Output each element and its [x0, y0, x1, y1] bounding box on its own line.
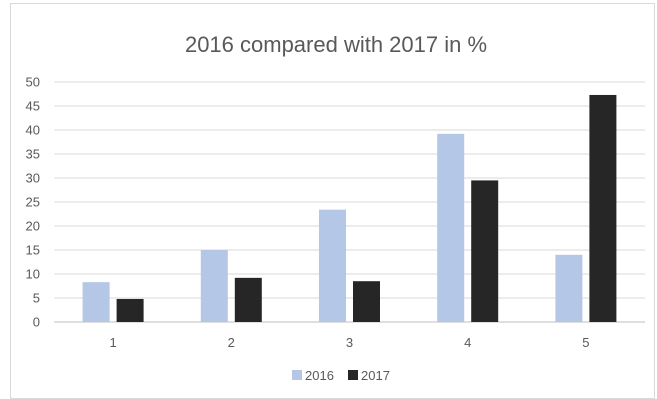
bar-2017-cat-4 [471, 180, 499, 322]
bar-2016-cat-3 [319, 209, 346, 322]
y-tick-label: 10 [26, 267, 40, 282]
y-tick-label: 0 [33, 315, 40, 330]
x-tick-label: 1 [109, 335, 116, 350]
bar-2017-cat-3 [353, 281, 380, 322]
bar-2017-cat-2 [234, 277, 262, 322]
legend-label-2016: 2016 [305, 368, 334, 383]
y-tick-label: 20 [26, 219, 40, 234]
x-tick-label: 4 [464, 335, 471, 350]
bar-2016-cat-5 [555, 254, 583, 322]
x-tick-label: 3 [346, 335, 353, 350]
gridlines [54, 81, 645, 323]
chart-title: 2016 compared with 2017 in % [185, 32, 487, 57]
y-tick-label: 45 [26, 99, 40, 114]
y-axis-ticks: 0 5 10 15 20 25 30 35 40 45 50 [26, 75, 40, 330]
y-tick-label: 5 [33, 291, 40, 306]
y-tick-label: 35 [26, 147, 40, 162]
legend: 2016 2017 [292, 368, 390, 383]
bar-2017-cat-1 [116, 298, 144, 322]
bar-2016-cat-4 [437, 133, 465, 322]
legend-label-2017: 2017 [361, 368, 390, 383]
x-tick-label: 2 [228, 335, 235, 350]
chart-frame [10, 3, 655, 399]
bar-2017-cat-5 [589, 94, 617, 323]
y-tick-label: 30 [26, 171, 40, 186]
x-tick-label: 5 [582, 335, 589, 350]
y-tick-label: 25 [26, 195, 40, 210]
legend-swatch-2016 [292, 370, 302, 380]
x-axis-ticks: 1 2 3 4 5 [109, 335, 589, 350]
y-tick-label: 50 [26, 75, 40, 90]
bars [82, 94, 617, 323]
y-tick-label: 40 [26, 123, 40, 138]
bar-2016-cat-2 [200, 250, 228, 322]
legend-swatch-2017 [348, 370, 358, 380]
bar-2016-cat-1 [82, 282, 110, 322]
y-tick-label: 15 [26, 243, 40, 258]
